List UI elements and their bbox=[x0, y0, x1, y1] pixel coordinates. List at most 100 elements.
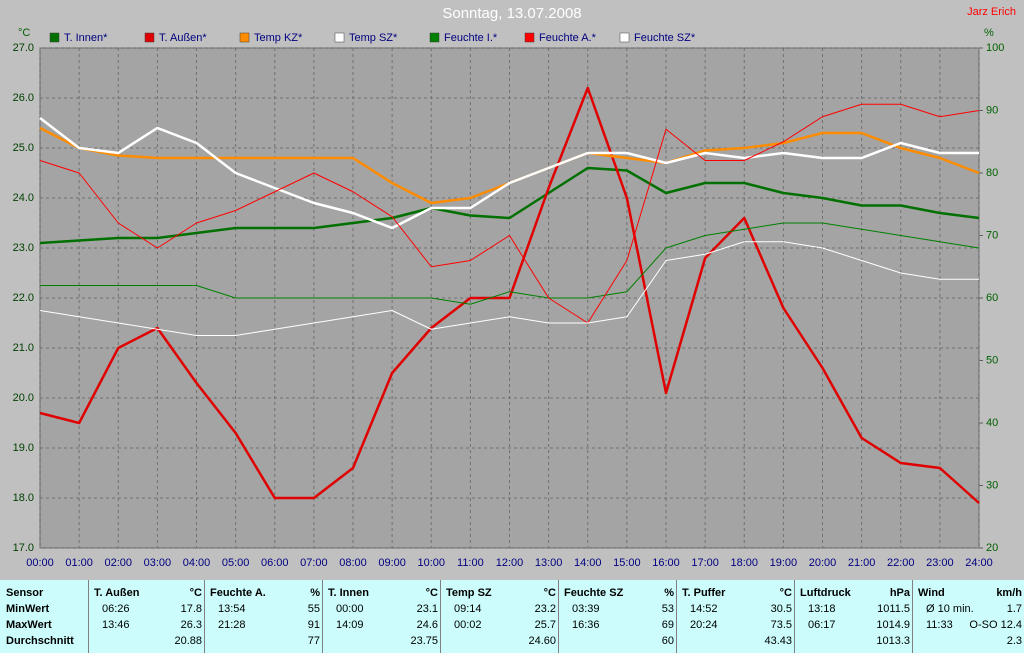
x-tick-label: 10:00 bbox=[417, 557, 445, 569]
legend-label: T. Außen* bbox=[159, 32, 207, 44]
column-unit: % bbox=[664, 587, 674, 599]
row-label: MaxWert bbox=[6, 619, 52, 631]
chart: Sonntag, 13.07.2008 Jarz Erich °C % 17.0… bbox=[13, 5, 1016, 569]
legend-swatch bbox=[144, 32, 155, 43]
y-tick-label: 27.0 bbox=[13, 42, 34, 54]
column-name: Luftdruck bbox=[800, 587, 851, 599]
legend-swatch bbox=[524, 32, 535, 43]
y-tick-label: 26.0 bbox=[13, 92, 34, 104]
column-name: Feuchte SZ bbox=[564, 587, 624, 599]
line bbox=[39, 166, 980, 245]
cell-time: 00:02 bbox=[454, 619, 482, 631]
x-tick-label: 07:00 bbox=[300, 557, 328, 569]
line bbox=[39, 117, 979, 230]
column-separator bbox=[912, 580, 913, 653]
column-name: T. Außen bbox=[94, 587, 140, 599]
x-tick-label: 02:00 bbox=[104, 557, 132, 569]
column-name: Feuchte A. bbox=[210, 587, 266, 599]
x-tick-label: 05:00 bbox=[222, 557, 250, 569]
row-label: Durchschnitt bbox=[6, 635, 74, 647]
column-separator bbox=[204, 580, 205, 653]
x-tick-label: 21:00 bbox=[848, 557, 876, 569]
legend-label: Feuchte SZ* bbox=[634, 32, 696, 44]
cell-value: 24.60 bbox=[528, 635, 556, 647]
x-tick-label: 24:00 bbox=[965, 557, 993, 569]
cell-value: 43.43 bbox=[764, 635, 792, 647]
chart-title: Sonntag, 13.07.2008 bbox=[442, 5, 581, 22]
cell-value: 1011.5 bbox=[877, 603, 910, 615]
column-name: T. Puffer bbox=[682, 587, 726, 599]
legend-label: Temp KZ* bbox=[254, 32, 303, 44]
legend-swatch bbox=[619, 32, 630, 43]
cell-value: 23.75 bbox=[410, 635, 438, 647]
y-tick-label: 22.0 bbox=[13, 292, 34, 304]
x-tick-label: 03:00 bbox=[144, 557, 172, 569]
column-separator bbox=[322, 580, 323, 653]
y-tick-label: 17.0 bbox=[13, 542, 34, 554]
y-tick-label: 24.0 bbox=[13, 192, 34, 204]
y-tick-label: 20.0 bbox=[13, 392, 34, 404]
column-separator bbox=[558, 580, 559, 653]
y2-tick-label: 70 bbox=[986, 229, 998, 241]
cell-time: 16:36 bbox=[572, 619, 600, 631]
column-name: T. Innen bbox=[328, 587, 369, 599]
x-tick-label: 01:00 bbox=[65, 557, 93, 569]
line bbox=[39, 103, 980, 324]
cell-time: 06:17 bbox=[808, 619, 836, 631]
cell-time: 13:46 bbox=[102, 619, 130, 631]
y2-axis-label: % bbox=[984, 27, 994, 39]
legend-label: Temp SZ* bbox=[349, 32, 398, 44]
cell-value: 30.5 bbox=[770, 603, 792, 615]
column-name: Wind bbox=[918, 587, 945, 599]
y2-tick-label: 40 bbox=[986, 417, 998, 429]
cell-value: 1013.3 bbox=[876, 635, 910, 647]
column-separator bbox=[794, 580, 795, 653]
cell-time: 03:39 bbox=[572, 603, 600, 615]
legend-label: Feuchte A.* bbox=[539, 32, 597, 44]
cell-value: 55 bbox=[307, 603, 320, 615]
x-tick-label: 00:00 bbox=[26, 557, 54, 569]
cell-value: 2.3 bbox=[1006, 635, 1022, 647]
table-corner: Sensor bbox=[6, 587, 44, 599]
cell-value: 24.6 bbox=[416, 619, 438, 631]
y2-tick-label: 20 bbox=[986, 542, 998, 554]
x-tick-label: 20:00 bbox=[809, 557, 837, 569]
cell-time: 14:52 bbox=[690, 603, 718, 615]
line bbox=[39, 241, 979, 336]
column-separator bbox=[88, 580, 89, 653]
x-tick-label: 04:00 bbox=[183, 557, 211, 569]
cell-value: O-SO 12.4 bbox=[969, 619, 1022, 631]
y-axis-label: °C bbox=[18, 27, 30, 39]
cell-value: 20.88 bbox=[174, 635, 202, 647]
cell-time: 00:00 bbox=[336, 603, 364, 615]
cell-value: 91 bbox=[307, 619, 320, 631]
column-unit: °C bbox=[425, 587, 438, 599]
column-unit: km/h bbox=[996, 587, 1022, 599]
x-tick-label: 09:00 bbox=[378, 557, 406, 569]
column-unit: % bbox=[310, 587, 320, 599]
cell-value: 60 bbox=[661, 635, 674, 647]
column-separator bbox=[440, 580, 441, 653]
column-unit: °C bbox=[189, 587, 202, 599]
cell-time: 21:28 bbox=[218, 619, 246, 631]
cell-time: 06:26 bbox=[102, 603, 130, 615]
x-tick-label: 23:00 bbox=[926, 557, 954, 569]
legend-swatch bbox=[49, 32, 60, 43]
row-label: MinWert bbox=[6, 603, 50, 615]
x-tick-label: 18:00 bbox=[730, 557, 758, 569]
y-tick-label: 21.0 bbox=[13, 342, 34, 354]
y2-tick-label: 90 bbox=[986, 104, 998, 116]
cell-time: Ø 10 min. bbox=[926, 603, 974, 615]
y2-tick-label: 80 bbox=[986, 167, 998, 179]
column-separator bbox=[676, 580, 677, 653]
legend-swatch bbox=[429, 32, 440, 43]
cell-time: 13:54 bbox=[218, 603, 246, 615]
cell-value: 77 bbox=[307, 635, 320, 647]
legend-swatch bbox=[334, 32, 345, 43]
cell-value: 17.8 bbox=[180, 603, 202, 615]
cell-time: 09:14 bbox=[454, 603, 482, 615]
y2-tick-label: 50 bbox=[986, 354, 998, 366]
y2-tick-label: 30 bbox=[986, 479, 998, 491]
annotation: Jarz Erich bbox=[967, 6, 1016, 18]
